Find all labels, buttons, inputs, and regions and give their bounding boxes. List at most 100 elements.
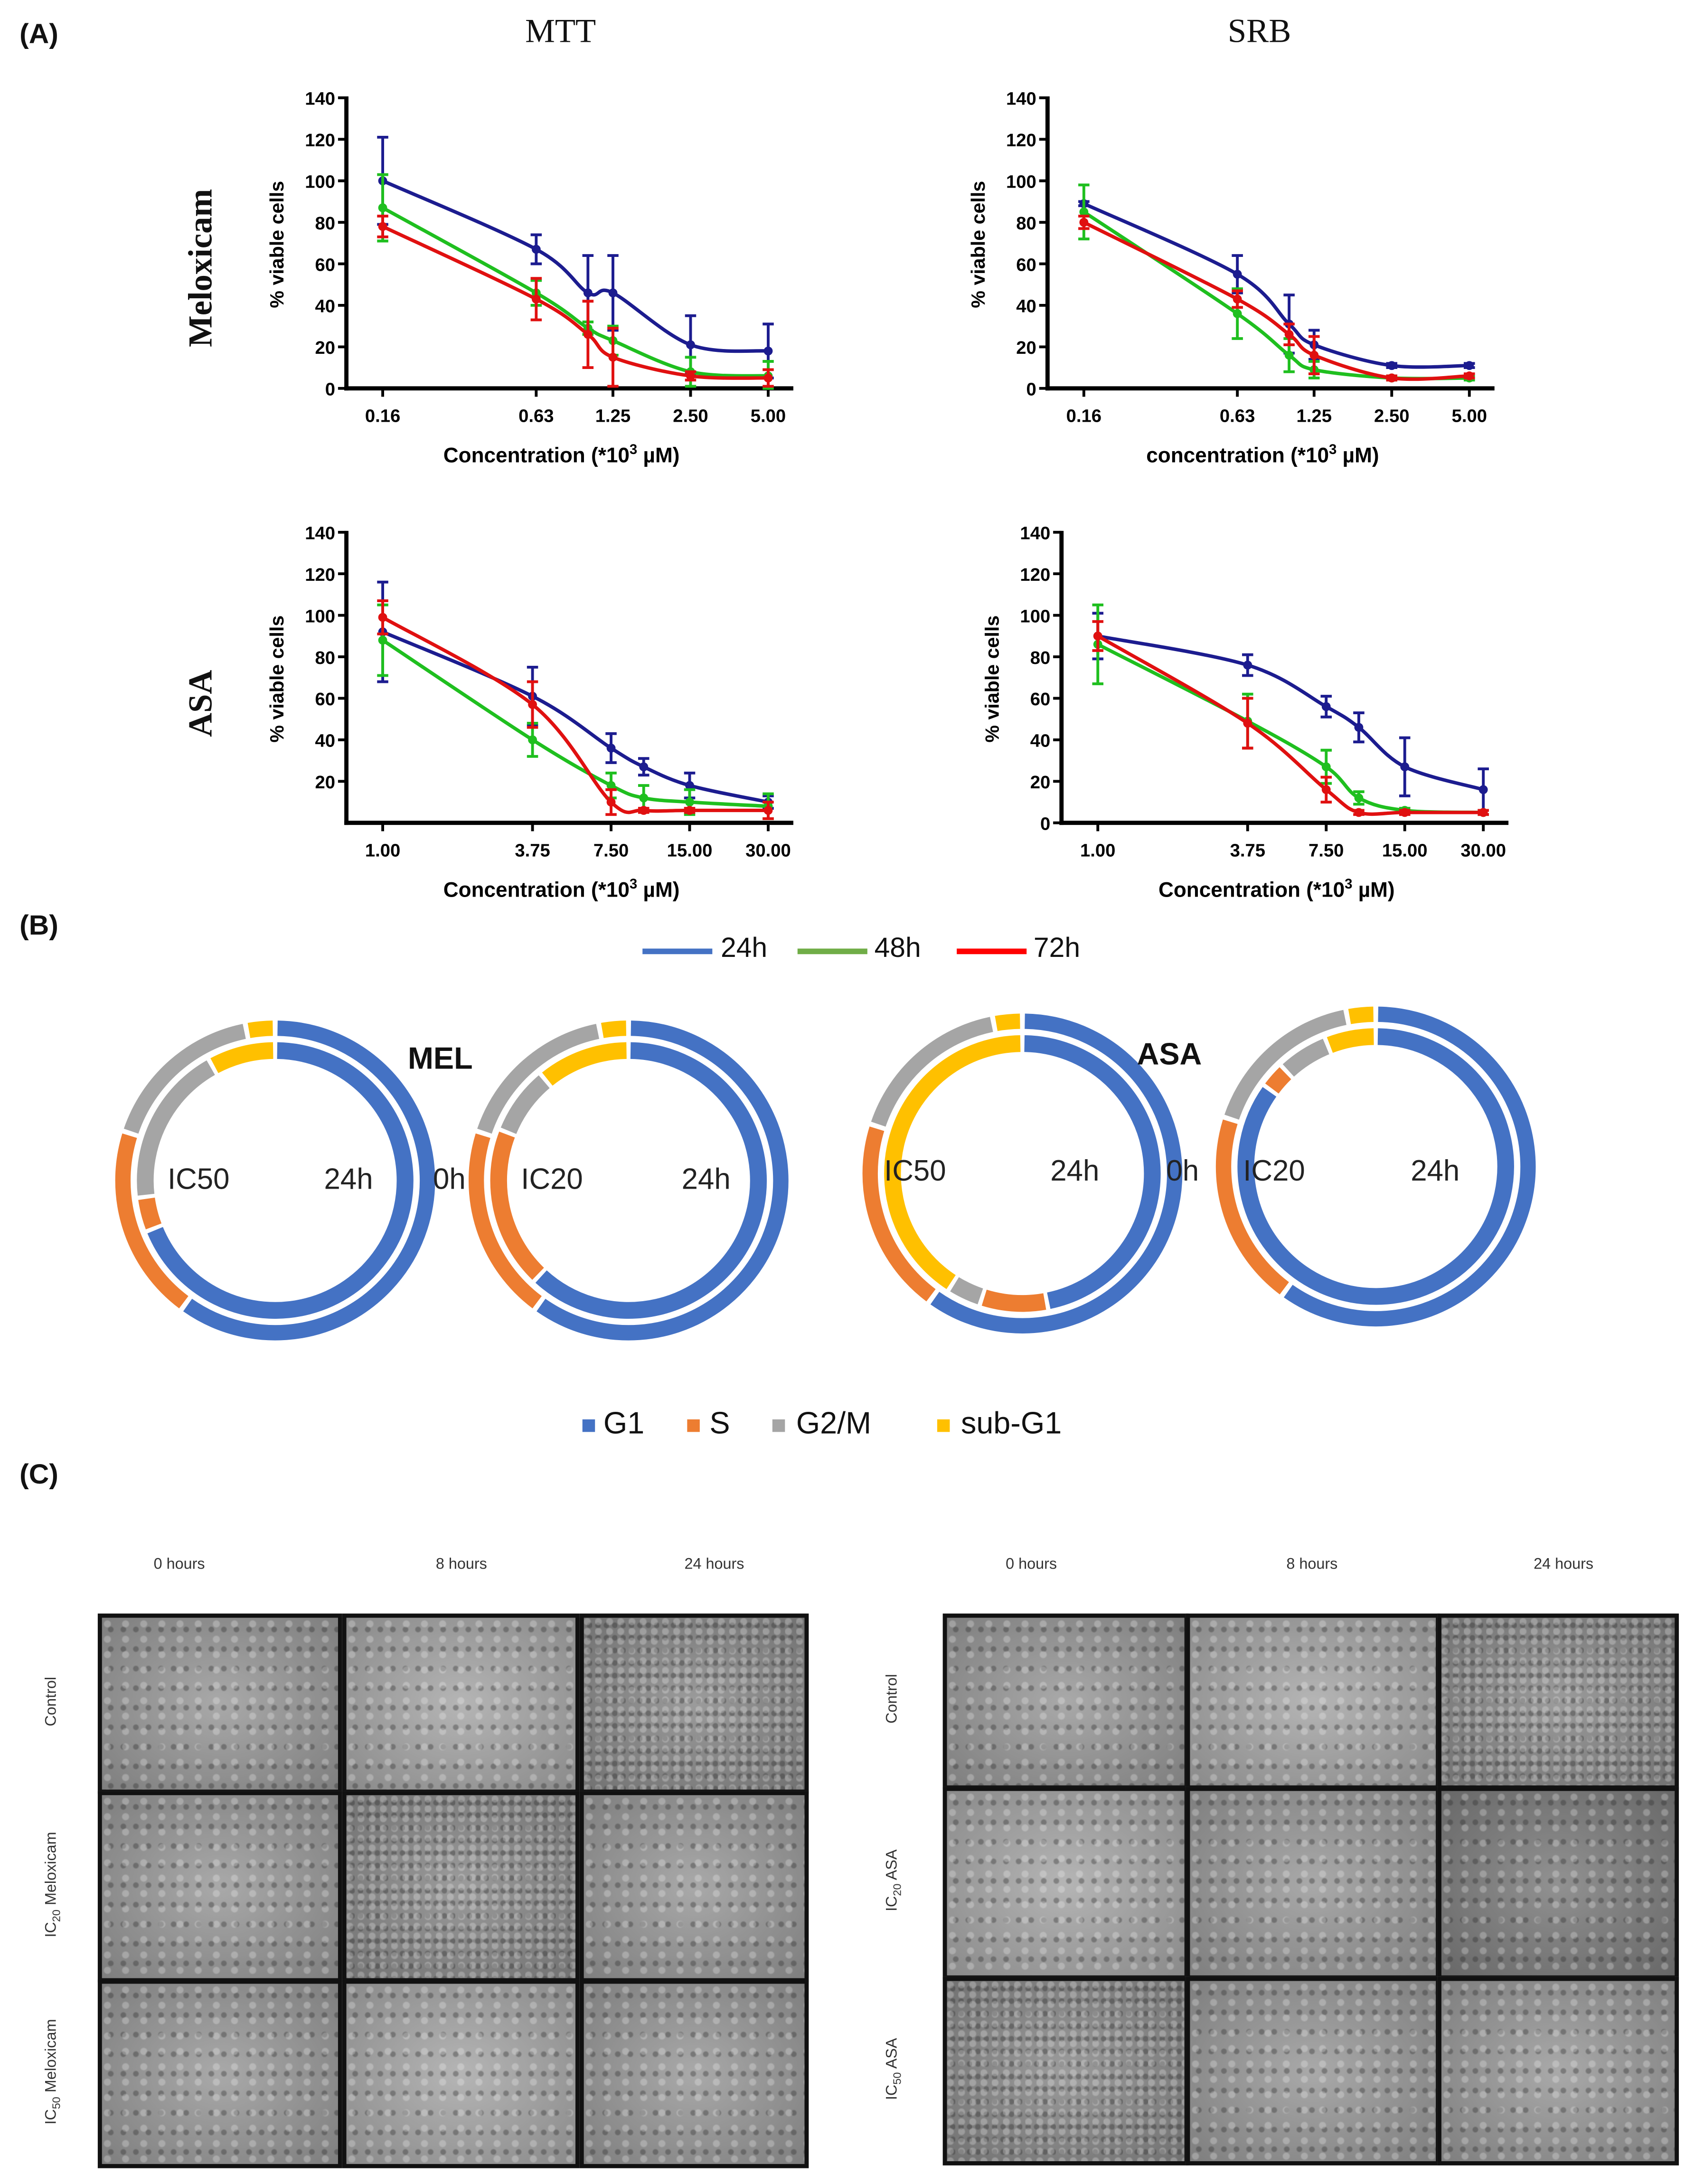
data-point bbox=[1465, 361, 1474, 370]
segment-s bbox=[862, 1126, 936, 1302]
data-point bbox=[1400, 762, 1410, 772]
fit-curve-24h bbox=[1083, 202, 1469, 369]
data-point bbox=[1233, 270, 1242, 279]
x-axis-label-text: Concentration (*10 bbox=[443, 444, 630, 467]
fit-curve-72h bbox=[1097, 634, 1484, 816]
fit-curve-24h bbox=[1097, 634, 1484, 792]
x-tick-label: 1.00 bbox=[1080, 840, 1115, 860]
segment-sub-g1 bbox=[247, 1021, 273, 1038]
x-axis-label-text: concentration (*10 bbox=[1146, 444, 1329, 467]
y-tick-label: 100 bbox=[1020, 606, 1050, 626]
micrograph-image bbox=[942, 1976, 1189, 2165]
x-tick-label: 7.50 bbox=[1309, 840, 1344, 860]
series-72h bbox=[1078, 215, 1475, 383]
y-tick-label: 80 bbox=[315, 648, 336, 668]
x-axis-label: concentration (*103 µM) bbox=[1146, 442, 1379, 467]
condition-label-sub: 50 bbox=[891, 2071, 904, 2084]
data-point bbox=[1093, 631, 1102, 641]
y-tick-label: 0 bbox=[1040, 813, 1050, 834]
micrograph-image bbox=[1186, 1613, 1440, 1790]
segment-g1 bbox=[147, 1042, 414, 1319]
data-point bbox=[1478, 808, 1488, 817]
y-tick-label: 80 bbox=[1016, 213, 1036, 234]
segment-sub-g1 bbox=[1327, 1028, 1374, 1053]
series-72h bbox=[377, 599, 774, 820]
series-24h bbox=[377, 136, 774, 379]
condition-label: IC20 Meloxicam bbox=[43, 1800, 63, 1968]
y-tick-label: 60 bbox=[1016, 255, 1036, 275]
legend-subg1-label: sub-G1 bbox=[960, 1405, 1062, 1440]
x-tick-label: 2.50 bbox=[673, 406, 708, 426]
x-axis-label-superscript: 3 bbox=[1329, 442, 1337, 457]
y-tick-label: 60 bbox=[315, 255, 336, 275]
x-axis-label: Concentration (*103 µM) bbox=[443, 442, 680, 467]
segment-g2m bbox=[123, 1023, 246, 1134]
ring-0h bbox=[862, 1013, 1183, 1333]
ring-24h bbox=[1237, 1028, 1514, 1305]
x-tick-label: 5.00 bbox=[1452, 406, 1487, 426]
data-point bbox=[639, 762, 649, 772]
series-72h bbox=[377, 215, 774, 388]
condition-label-name: ASA bbox=[884, 1849, 901, 1884]
ring-0h bbox=[1215, 1006, 1536, 1327]
donut-asa-ic20 bbox=[1215, 1006, 1536, 1327]
series-24h bbox=[1092, 612, 1489, 812]
y-tick-label: 20 bbox=[1016, 338, 1036, 358]
data-point bbox=[531, 294, 541, 304]
x-axis-label-unit: µM) bbox=[637, 444, 679, 467]
x-tick-label: 1.00 bbox=[365, 840, 400, 860]
segment-sub-g1 bbox=[210, 1042, 273, 1073]
data-point bbox=[1243, 661, 1252, 670]
data-point bbox=[1079, 217, 1089, 227]
legend-s-label: S bbox=[709, 1405, 730, 1440]
x-tick-label: 5.00 bbox=[751, 406, 786, 426]
data-point bbox=[1387, 361, 1396, 370]
donut-outer-ring-label: 0h bbox=[433, 1163, 466, 1196]
x-tick-label: 15.00 bbox=[1382, 840, 1428, 860]
data-point bbox=[608, 352, 618, 362]
chart-srb-meloxicam: 0 20 40 60 80 100 120 140 0.16 0.63 1.25 2.50 5.00 co… bbox=[967, 89, 1495, 467]
donut-mel-ic20 bbox=[469, 1021, 789, 1341]
time-header-0-hours: 0 hours bbox=[153, 1556, 205, 1573]
data-point bbox=[1309, 350, 1319, 360]
condition-label: IC20 ASA bbox=[884, 1796, 904, 1964]
segment-g2m bbox=[1282, 1039, 1330, 1077]
segment-s bbox=[469, 1133, 542, 1309]
data-point bbox=[606, 781, 616, 790]
segment-sub-g1 bbox=[601, 1021, 627, 1038]
data-point bbox=[583, 288, 593, 298]
time-header-8-hours: 8 hours bbox=[435, 1556, 487, 1573]
y-tick-label: 120 bbox=[305, 565, 335, 585]
panel-b-label: (B) bbox=[19, 911, 58, 942]
y-tick-label: 0 bbox=[325, 379, 335, 400]
donut-inner-ring-label: 24h bbox=[1050, 1155, 1100, 1188]
segment-s bbox=[981, 1289, 1046, 1312]
y-tick-label: 60 bbox=[1030, 689, 1051, 709]
data-point bbox=[378, 222, 387, 231]
y-tick-label: 120 bbox=[305, 130, 335, 151]
x-axis-label-superscript: 3 bbox=[1345, 876, 1352, 892]
y-tick-label: 100 bbox=[305, 606, 335, 626]
micrograph-image bbox=[1186, 1787, 1440, 1980]
ring-0h bbox=[469, 1021, 789, 1341]
y-axis-label: % viable cells bbox=[266, 615, 288, 743]
column-title-mtt: MTT bbox=[525, 14, 596, 50]
micrograph-image bbox=[1437, 1976, 1679, 2165]
row-title-asa: ASA bbox=[183, 670, 220, 737]
data-point bbox=[1079, 207, 1089, 217]
drug-label-mel: MEL bbox=[408, 1040, 473, 1076]
data-point bbox=[1354, 808, 1364, 817]
y-tick-label: 140 bbox=[305, 89, 335, 109]
data-point bbox=[1400, 808, 1410, 817]
y-tick-label: 140 bbox=[1006, 89, 1036, 109]
legend-subg1-swatch bbox=[937, 1419, 950, 1432]
ring-24h bbox=[137, 1042, 414, 1319]
data-point bbox=[608, 288, 618, 298]
column-title-srb: SRB bbox=[1227, 14, 1291, 50]
data-point bbox=[606, 797, 616, 807]
segment-g1 bbox=[1237, 1028, 1514, 1305]
y-tick-label: 40 bbox=[1016, 296, 1036, 317]
y-tick-label: 40 bbox=[315, 731, 336, 751]
micrograph-image bbox=[342, 1979, 580, 2168]
time-header-24-hours: 24 hours bbox=[684, 1556, 744, 1573]
